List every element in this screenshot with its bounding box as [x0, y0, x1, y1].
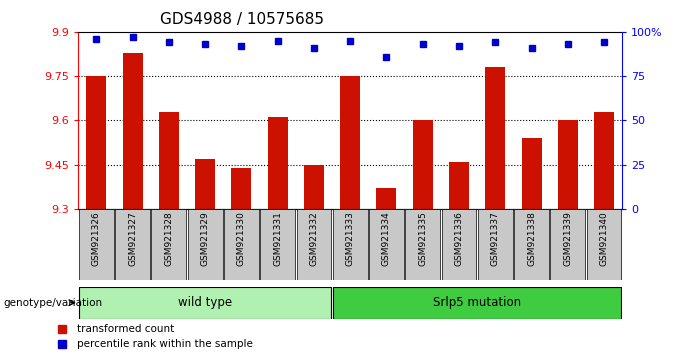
- Bar: [340, 76, 360, 209]
- Bar: [550, 209, 585, 280]
- Text: GSM921327: GSM921327: [128, 211, 137, 266]
- Bar: [86, 76, 106, 209]
- Bar: [514, 209, 549, 280]
- Bar: [260, 209, 295, 280]
- Text: GSM921337: GSM921337: [491, 211, 500, 266]
- Bar: [159, 112, 179, 209]
- Text: GDS4988 / 10575685: GDS4988 / 10575685: [160, 12, 324, 27]
- Text: GSM921330: GSM921330: [237, 211, 246, 266]
- Text: GSM921331: GSM921331: [273, 211, 282, 266]
- Bar: [587, 209, 622, 280]
- Bar: [231, 167, 252, 209]
- Bar: [333, 287, 622, 319]
- Bar: [152, 209, 186, 280]
- Bar: [79, 209, 114, 280]
- Text: wild type: wild type: [178, 296, 232, 309]
- Text: GSM921339: GSM921339: [563, 211, 573, 266]
- Text: transformed count: transformed count: [78, 324, 175, 333]
- Bar: [413, 120, 432, 209]
- Text: genotype/variation: genotype/variation: [3, 298, 103, 308]
- Text: GSM921335: GSM921335: [418, 211, 427, 266]
- Text: GSM921340: GSM921340: [600, 211, 609, 266]
- Bar: [304, 165, 324, 209]
- Bar: [441, 209, 477, 280]
- Text: GSM921329: GSM921329: [201, 211, 209, 266]
- Text: GSM921328: GSM921328: [165, 211, 173, 266]
- Text: GSM921336: GSM921336: [454, 211, 464, 266]
- Bar: [296, 209, 331, 280]
- Bar: [79, 287, 331, 319]
- Text: Srlp5 mutation: Srlp5 mutation: [433, 296, 521, 309]
- Bar: [333, 209, 368, 280]
- Text: GSM921332: GSM921332: [309, 211, 318, 266]
- Bar: [558, 120, 578, 209]
- Text: GSM921333: GSM921333: [345, 211, 355, 266]
- Bar: [188, 209, 222, 280]
- Text: GSM921326: GSM921326: [92, 211, 101, 266]
- Text: GSM921334: GSM921334: [382, 211, 391, 266]
- Bar: [122, 52, 143, 209]
- Bar: [377, 188, 396, 209]
- Bar: [594, 112, 614, 209]
- Bar: [224, 209, 259, 280]
- Bar: [478, 209, 513, 280]
- Bar: [522, 138, 541, 209]
- Bar: [449, 162, 469, 209]
- Bar: [195, 159, 215, 209]
- Bar: [115, 209, 150, 280]
- Text: GSM921338: GSM921338: [527, 211, 536, 266]
- Bar: [268, 118, 288, 209]
- Bar: [405, 209, 440, 280]
- Bar: [369, 209, 404, 280]
- Text: percentile rank within the sample: percentile rank within the sample: [78, 339, 253, 349]
- Bar: [486, 67, 505, 209]
